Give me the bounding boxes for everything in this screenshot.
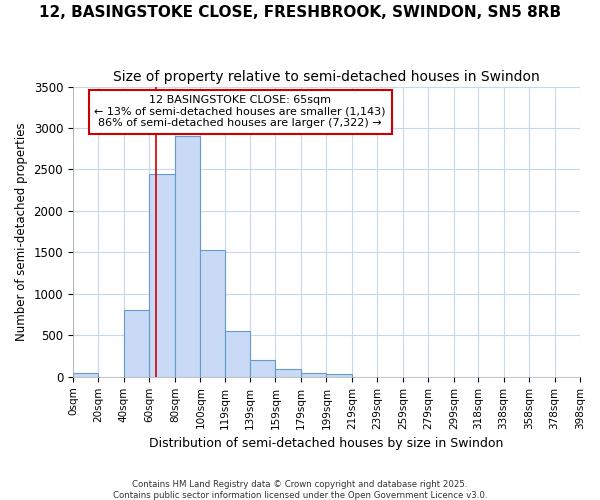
Text: 12 BASINGSTOKE CLOSE: 65sqm
← 13% of semi-detached houses are smaller (1,143)
86: 12 BASINGSTOKE CLOSE: 65sqm ← 13% of sem… — [94, 96, 386, 128]
Bar — [200, 250, 224, 377]
Bar — [275, 368, 301, 377]
Title: Size of property relative to semi-detached houses in Swindon: Size of property relative to semi-detach… — [113, 70, 540, 84]
Y-axis label: Number of semi-detached properties: Number of semi-detached properties — [15, 122, 28, 341]
Bar — [224, 331, 250, 377]
Bar — [326, 374, 352, 377]
Bar — [73, 372, 98, 377]
Text: 12, BASINGSTOKE CLOSE, FRESHBROOK, SWINDON, SN5 8RB: 12, BASINGSTOKE CLOSE, FRESHBROOK, SWIND… — [39, 5, 561, 20]
Bar — [250, 360, 275, 377]
Text: Contains HM Land Registry data © Crown copyright and database right 2025.
Contai: Contains HM Land Registry data © Crown c… — [113, 480, 487, 500]
Bar — [149, 174, 175, 377]
Bar — [124, 310, 149, 377]
Bar — [175, 136, 200, 377]
Bar — [301, 372, 326, 377]
X-axis label: Distribution of semi-detached houses by size in Swindon: Distribution of semi-detached houses by … — [149, 437, 503, 450]
